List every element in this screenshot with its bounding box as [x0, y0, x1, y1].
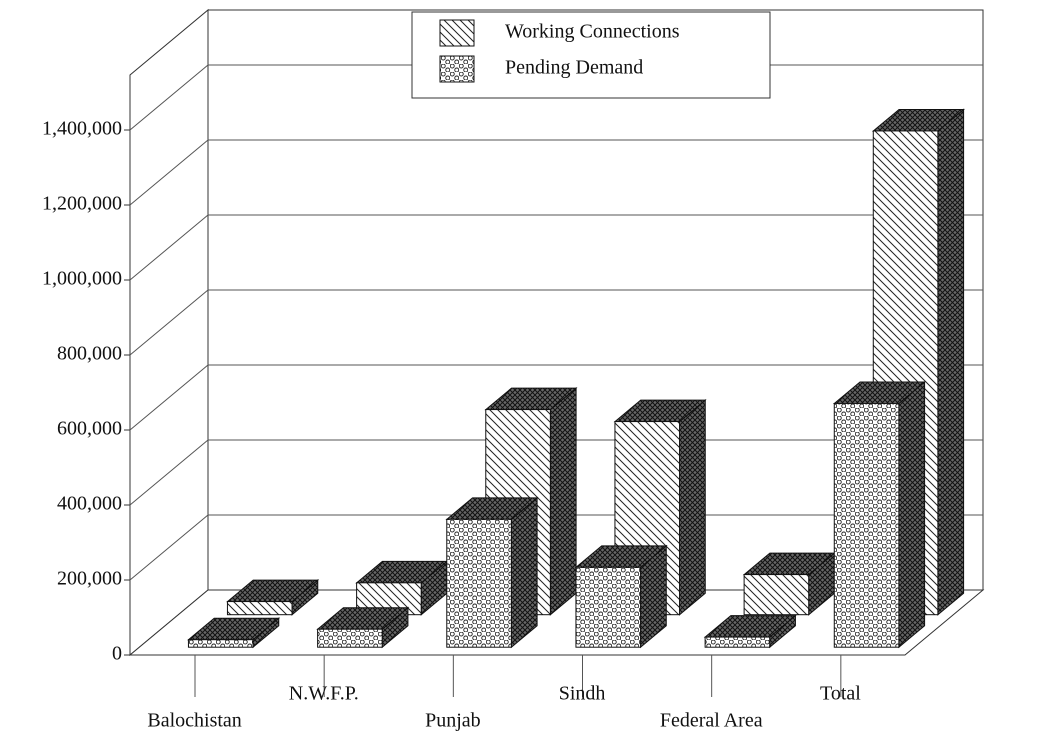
bar-side: [679, 399, 706, 616]
legend-swatch: [439, 19, 475, 47]
bar-group: [742, 552, 836, 616]
bar: [226, 601, 293, 616]
y-tick-label: 1,000,000: [42, 268, 122, 290]
bar-side: [510, 496, 538, 649]
bar: [187, 639, 254, 648]
legend-swatch: [439, 55, 475, 83]
bar-group: [187, 617, 281, 649]
grid-line: [129, 214, 983, 281]
grid-line: [129, 439, 983, 506]
bar-side: [937, 108, 965, 616]
bar: [446, 518, 512, 648]
bar: [833, 402, 900, 648]
x-tick-label: Federal Area: [660, 710, 763, 732]
x-tick-label: Punjab: [425, 710, 481, 732]
left-wall: [129, 8, 209, 657]
grid-line: [129, 364, 983, 431]
y-tick-label: 800,000: [57, 343, 122, 365]
bar-group: [703, 614, 797, 649]
grid-line: [129, 514, 983, 581]
grid-line: [129, 139, 983, 206]
bar-group: [316, 606, 410, 649]
y-tick-label: 0: [112, 643, 122, 665]
x-tick-label: Sindh: [559, 683, 606, 705]
bar-group: [574, 544, 668, 649]
bar-side: [898, 380, 926, 649]
bar: [317, 628, 383, 648]
y-tick-label: 200,000: [57, 568, 122, 590]
bar-group: [445, 496, 539, 649]
legend: Working Connections Pending Demand: [411, 11, 771, 99]
y-tick-label: 1,200,000: [42, 193, 122, 215]
bar-group: [832, 380, 926, 649]
bar: [743, 574, 810, 616]
bar: [704, 636, 771, 648]
y-tick-label: 600,000: [57, 418, 122, 440]
grid-line: [129, 289, 983, 356]
y-tick-label: 1,400,000: [42, 118, 122, 140]
x-tick-label: Total: [820, 683, 861, 705]
legend-label: Working Connections: [505, 21, 680, 43]
x-tick-label: Balochistan: [147, 710, 241, 732]
y-tick-label: 400,000: [57, 493, 122, 515]
bar: [575, 566, 642, 648]
bar-group: [226, 579, 320, 616]
x-tick-label: N.W.F.P.: [289, 683, 359, 705]
legend-label: Pending Demand: [505, 57, 643, 79]
bar-side: [549, 387, 577, 616]
